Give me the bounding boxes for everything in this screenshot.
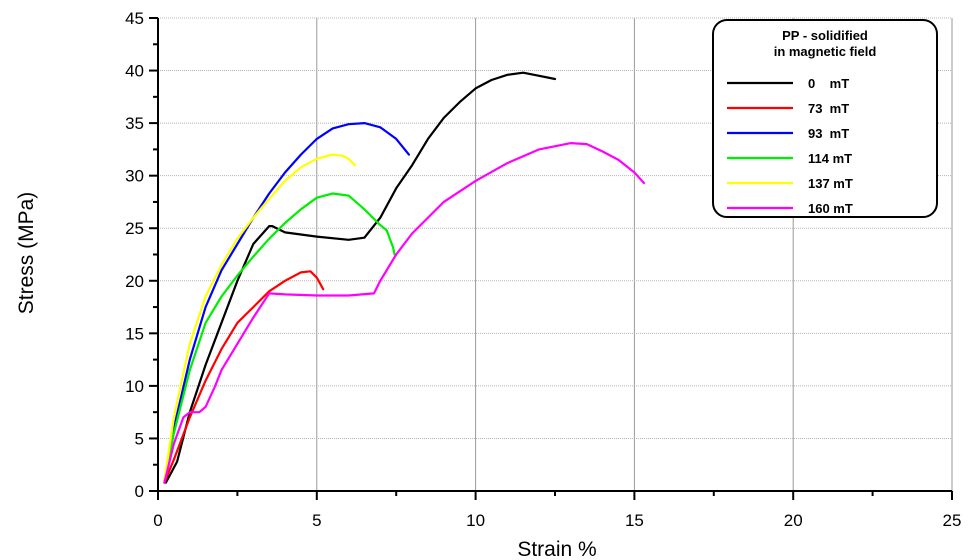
y-tick-label: 40 xyxy=(125,62,144,81)
series-line xyxy=(163,270,325,484)
legend-title-line-2: in magnetic field xyxy=(774,44,877,59)
y-tick-label: 0 xyxy=(135,482,144,501)
y-tick-label: 30 xyxy=(125,167,144,186)
legend-label: 137 mT xyxy=(808,176,853,191)
y-tick-label: 25 xyxy=(125,219,144,238)
series-line xyxy=(164,71,557,484)
y-tick-label: 5 xyxy=(135,429,144,448)
grid xyxy=(158,17,953,491)
x-tick-label: 15 xyxy=(625,511,644,530)
x-tick-label: 0 xyxy=(153,511,162,530)
y-tick-label: 20 xyxy=(125,272,144,291)
x-tick-label: 5 xyxy=(312,511,321,530)
series-layer xyxy=(163,71,646,484)
x-axis-title: Strain % xyxy=(517,538,596,560)
legend-title-line-1: PP - solidified xyxy=(782,28,868,43)
series-line xyxy=(163,142,646,484)
series-line xyxy=(163,121,410,482)
legend-label: 73 mT xyxy=(808,101,849,116)
legend-label: 114 mT xyxy=(808,151,852,166)
legend-label: 160 mT xyxy=(808,201,853,216)
series-line xyxy=(163,153,356,482)
x-tick-label: 20 xyxy=(784,511,803,530)
y-tick-label: 45 xyxy=(125,9,144,28)
legend-label: 93 mT xyxy=(808,126,849,141)
y-axis-title: Stress (MPa) xyxy=(15,192,38,315)
legend: PP - solidified in magnetic field 0 mT 73… xyxy=(712,19,938,218)
ticks: 0 5 10 15 20 25 0 5 10 15 20 25 30 35 40 45 xyxy=(125,9,961,530)
y-tick-label: 35 xyxy=(125,114,144,133)
legend-items: 0 mT 73 mT 93 mT 114 mT 137 mT 160 mT xyxy=(727,76,853,216)
y-tick-label: 15 xyxy=(125,324,144,343)
x-tick-label: 10 xyxy=(466,511,485,530)
legend-label: 0 mT xyxy=(808,76,849,91)
y-tick-label: 10 xyxy=(125,377,144,396)
series-line xyxy=(163,192,396,482)
x-tick-label: 25 xyxy=(943,511,962,530)
legend-box xyxy=(712,19,938,218)
